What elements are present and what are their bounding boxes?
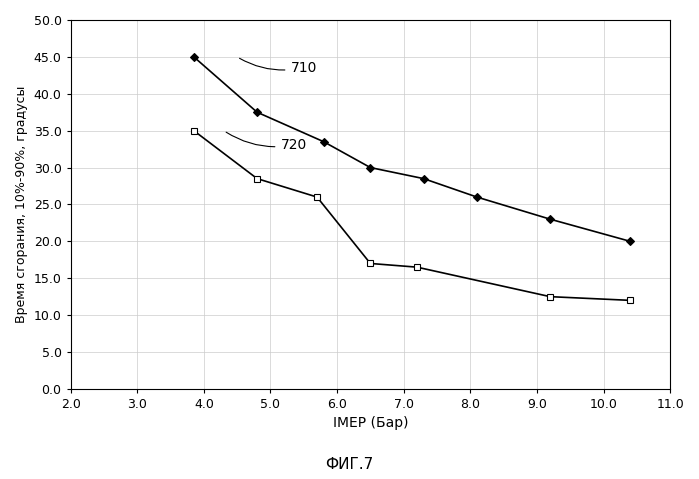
Text: 720: 720 (226, 132, 307, 152)
Text: ФИГ.7: ФИГ.7 (325, 457, 374, 472)
Text: 710: 710 (240, 58, 317, 75)
Y-axis label: Время сгорания, 10%-90%, градусы: Время сгорания, 10%-90%, градусы (15, 86, 28, 323)
X-axis label: IMEP (Бар): IMEP (Бар) (333, 416, 408, 431)
